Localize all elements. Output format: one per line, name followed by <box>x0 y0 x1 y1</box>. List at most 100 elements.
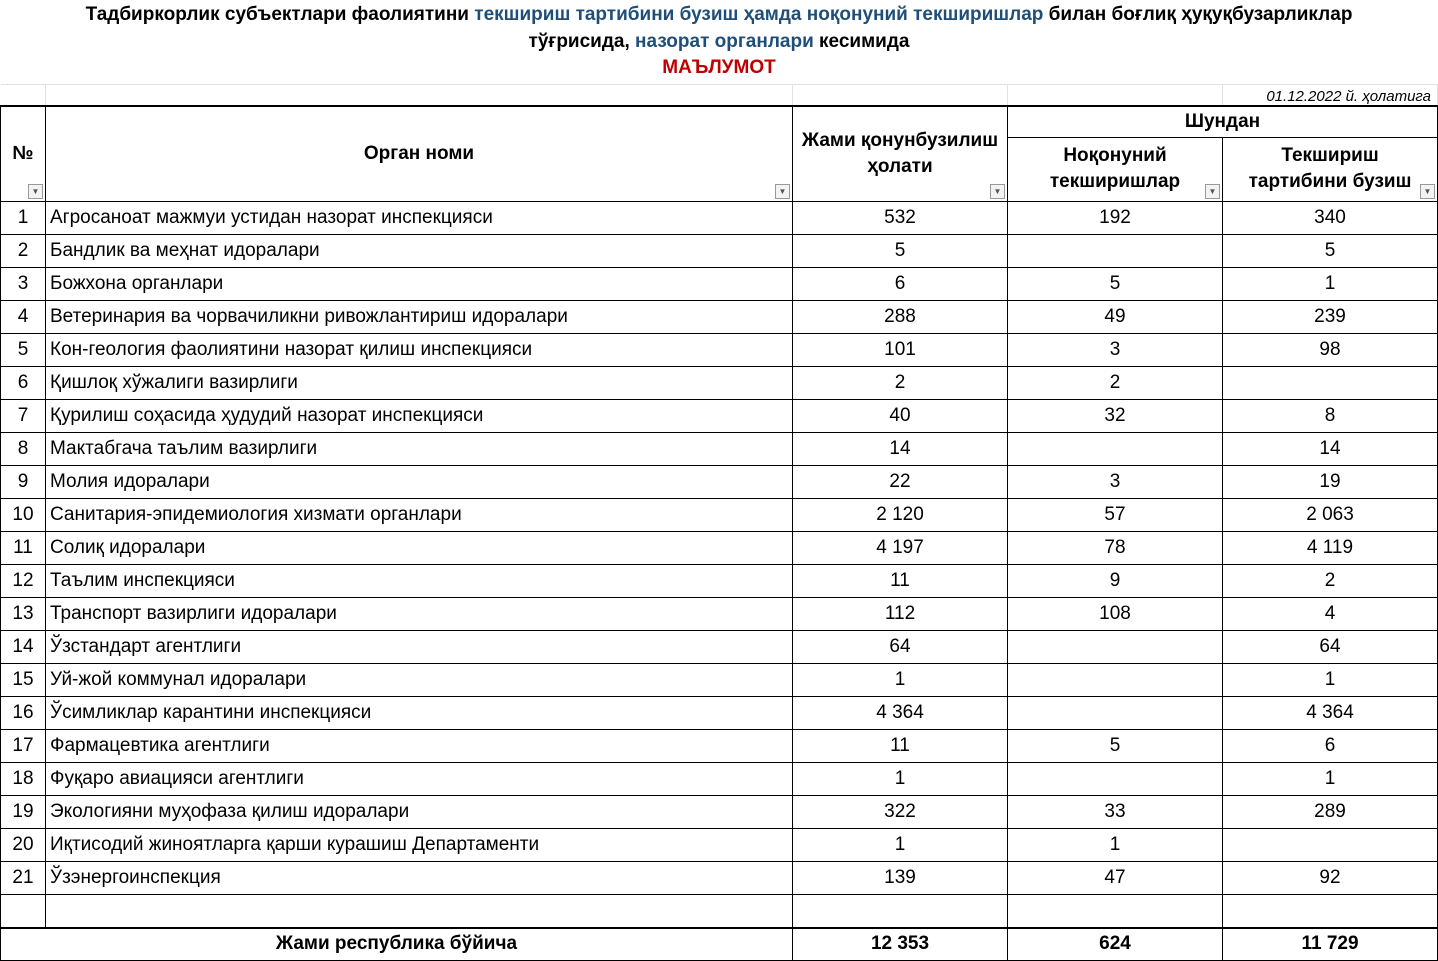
table-row: 16 Ўсимликлар карантини инспекцияси 4 364 4… <box>0 695 1438 730</box>
cell-total: 1 <box>792 662 1008 697</box>
cell-name: Таълим инспекцияси <box>45 563 793 598</box>
cell-violation: 2 063 <box>1222 497 1438 532</box>
cell-name: Кон-геология фаолиятини назорат қилиш ин… <box>45 332 793 367</box>
cell-illegal <box>1007 233 1223 268</box>
table-row: 18 Фуқаро авиацияси агентлиги 1 1 <box>0 761 1438 796</box>
cell-no: 6 <box>0 365 46 400</box>
cell-total: 1 <box>792 827 1008 862</box>
cell-violation: 340 <box>1222 200 1438 235</box>
cell-violation: 239 <box>1222 299 1438 334</box>
cell-total: 11 <box>792 728 1008 763</box>
header-label: Ноқонуний текширишлар <box>1049 145 1181 192</box>
cell-name: Қурилиш соҳасида ҳудудий назорат инспекц… <box>45 398 793 433</box>
cell-total: 4 197 <box>792 530 1008 565</box>
cell-violation: 2 <box>1222 563 1438 598</box>
cell-name: Солиқ идоралари <box>45 530 793 565</box>
cell-name: Мактабгача таълим вазирлиги <box>45 431 793 466</box>
filter-dropdown-icon[interactable]: ▼ <box>1420 183 1435 199</box>
table-row: 8 Мактабгача таълим вазирлиги 14 14 <box>0 431 1438 466</box>
data-table: 01.12.2022 й. ҳолатига № ▼ Орган номи ▼ Жа… <box>0 84 1438 961</box>
header-label: Текшириш тартибини бузиш <box>1248 145 1412 192</box>
cell-violation <box>1222 827 1438 862</box>
cell-illegal: 57 <box>1007 497 1223 532</box>
cell-illegal: 32 <box>1007 398 1223 433</box>
cell-total: 2 <box>792 365 1008 400</box>
header-label: № <box>12 142 34 164</box>
cell-name: Ўсимликлар карантини инспекцияси <box>45 695 793 730</box>
cell-name: Транспорт вазирлиги идоралари <box>45 596 793 631</box>
title-line-2: тўғрисида, назорат органлари кесимида <box>0 31 1438 53</box>
cell-illegal: 49 <box>1007 299 1223 334</box>
totals-violation: 11 729 <box>1222 926 1438 961</box>
table-row: 10 Санитария-эпидемиология хизмати органл… <box>0 497 1438 532</box>
cell-total: 6 <box>792 266 1008 301</box>
cell-violation: 1 <box>1222 662 1438 697</box>
cell-illegal <box>1007 695 1223 730</box>
cell-name: Молия идоралари <box>45 464 793 499</box>
filter-dropdown-icon[interactable]: ▼ <box>990 183 1005 199</box>
table-row: 15 Уй-жой коммунал идоралари 1 1 <box>0 662 1438 697</box>
cell-no: 9 <box>0 464 46 499</box>
cell-total: 11 <box>792 563 1008 598</box>
cell-no: 17 <box>0 728 46 763</box>
cell-no: 18 <box>0 761 46 796</box>
cell-no: 8 <box>0 431 46 466</box>
cell-total: 4 364 <box>792 695 1008 730</box>
cell-no: 15 <box>0 662 46 697</box>
empty-cell <box>792 893 1008 928</box>
cell-name: Фуқаро авиацияси агентлиги <box>45 761 793 796</box>
cell-name: Агросаноат мажмуи устидан назорат инспек… <box>45 200 793 235</box>
cell-illegal <box>1007 662 1223 697</box>
cell-total: 64 <box>792 629 1008 664</box>
cell-violation <box>1222 365 1438 400</box>
title-part-highlight: назорат органлари <box>635 31 814 52</box>
cell-illegal: 3 <box>1007 332 1223 367</box>
cell-total: 2 120 <box>792 497 1008 532</box>
table-row: 21 Ўзэнергоинспекция 139 47 92 <box>0 860 1438 895</box>
header-group: Шундан <box>1007 105 1438 138</box>
cell-total: 14 <box>792 431 1008 466</box>
cell-name: Ўзстандарт агентлиги <box>45 629 793 664</box>
cell-illegal: 33 <box>1007 794 1223 829</box>
table-row: 19 Экологияни муҳофаза қилиш идоралари 322… <box>0 794 1438 829</box>
cell-no: 20 <box>0 827 46 862</box>
table-row: 1 Агросаноат мажмуи устидан назорат инспе… <box>0 200 1438 235</box>
cell-name: Иқтисодий жиноятларга қарши курашиш Депа… <box>45 827 793 862</box>
cell-name: Ветеринария ва чорвачиликни ривожлантири… <box>45 299 793 334</box>
cell-no: 1 <box>0 200 46 235</box>
cell-name: Ўзэнергоинспекция <box>45 860 793 895</box>
title-line-1: Тадбиркорлик субъектлари фаолиятини текш… <box>0 4 1438 26</box>
cell-total: 1 <box>792 761 1008 796</box>
cell-name: Фармацевтика агентлиги <box>45 728 793 763</box>
cell-name: Қишлоқ хўжалиги вазирлиги <box>45 365 793 400</box>
cell-violation: 5 <box>1222 233 1438 268</box>
cell-illegal: 192 <box>1007 200 1223 235</box>
title-part-highlight: текшириш тартибини бузиш ҳамда ноқонуний… <box>474 4 1044 25</box>
blank-row <box>0 893 1438 928</box>
table-row: 14 Ўзстандарт агентлиги 64 64 <box>0 629 1438 664</box>
filter-dropdown-icon[interactable]: ▼ <box>28 183 43 199</box>
cell-no: 4 <box>0 299 46 334</box>
title-part: билан боғлиқ ҳуқуқбузарликлар <box>1043 4 1353 25</box>
date-label: 01.12.2022 й. ҳолатига <box>1222 84 1438 106</box>
title-part: Тадбиркорлик субъектлари фаолиятини <box>85 4 475 25</box>
table-row: 3 Божхона органлари 6 5 1 <box>0 266 1438 301</box>
document-title: МАЪЛУМОТ <box>662 57 776 78</box>
empty-cell <box>1007 893 1223 928</box>
filter-dropdown-icon[interactable]: ▼ <box>1205 183 1220 199</box>
header-name: Орган номи ▼ <box>45 105 793 202</box>
header-total: Жами қонунбузилиш ҳолати ▼ <box>792 105 1008 202</box>
header-no: № ▼ <box>0 105 46 202</box>
empty-cell <box>45 893 793 928</box>
cell-illegal: 2 <box>1007 365 1223 400</box>
filter-dropdown-icon[interactable]: ▼ <box>775 183 790 199</box>
cell-illegal: 3 <box>1007 464 1223 499</box>
table-row: 9 Молия идоралари 22 3 19 <box>0 464 1438 499</box>
cell-illegal: 108 <box>1007 596 1223 631</box>
table-row: 2 Бандлик ва меҳнат идоралари 5 5 <box>0 233 1438 268</box>
cell-no: 21 <box>0 860 46 895</box>
title-part: тўғрисида, <box>528 31 636 52</box>
cell-no: 11 <box>0 530 46 565</box>
cell-no: 13 <box>0 596 46 631</box>
cell-name: Уй-жой коммунал идоралари <box>45 662 793 697</box>
